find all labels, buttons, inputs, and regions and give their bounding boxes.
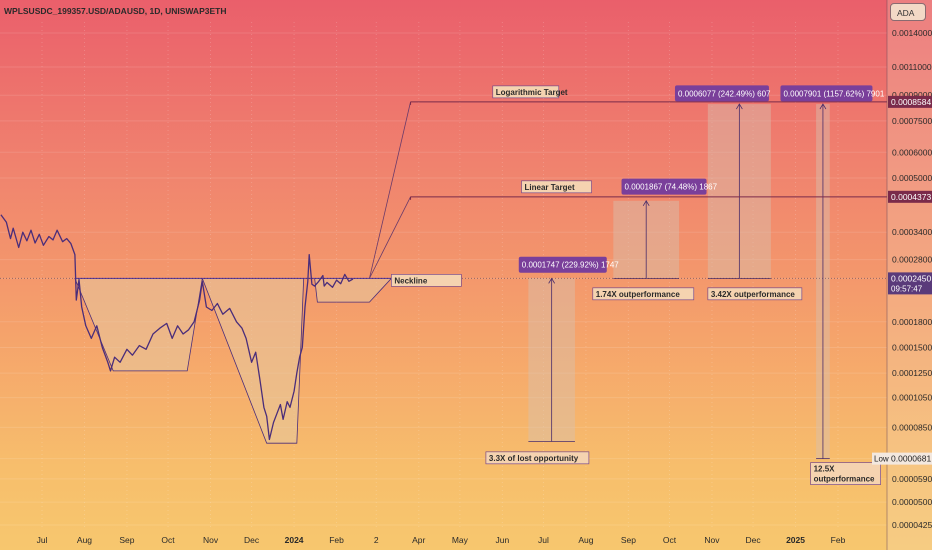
y-tick-label: 0.0000500 <box>892 497 932 507</box>
target-label-box <box>521 180 592 194</box>
measure-tag-text: 0.0001867 (74.48%) 1867 <box>625 183 718 192</box>
measure-tag <box>621 178 707 195</box>
y-tick-label: 0.0001050 <box>892 393 932 403</box>
pattern-fills <box>74 277 393 444</box>
y-tick-label: 0.0000590 <box>892 474 932 484</box>
caption-text: outperformance <box>814 475 875 484</box>
projection-line <box>369 101 411 279</box>
caption-text: 3.3X of lost opportunity <box>489 454 579 463</box>
measure-tag <box>674 85 769 102</box>
x-tick-label: Apr <box>412 535 425 545</box>
x-tick-label: Jul <box>538 535 549 545</box>
x-tick-label: Feb <box>831 535 846 545</box>
measure-tag <box>518 256 607 273</box>
price-tag-target <box>888 95 932 108</box>
trend-lines <box>0 101 887 279</box>
pattern-shape <box>74 277 203 372</box>
target-label-text: Linear Target <box>525 183 575 192</box>
y-tick-label: 0.0003400 <box>892 227 932 237</box>
caption-box <box>485 451 590 465</box>
x-tick-label: Dec <box>745 535 761 545</box>
caption-box <box>810 462 881 485</box>
x-tick-label: Nov <box>203 535 219 545</box>
currency-button[interactable]: ADA <box>890 3 926 21</box>
low-tag-prefix-box <box>872 452 888 465</box>
x-tick-label: Oct <box>663 535 677 545</box>
target-label-text: Logarithmic Target <box>496 88 568 97</box>
price-tag-countdown: 09:57:47 <box>891 284 923 293</box>
caption-text: 3.42X outperformance <box>711 290 796 299</box>
arrow-head-icon <box>642 200 650 207</box>
x-tick-label: Oct <box>161 535 175 545</box>
y-tick-label: 0.0006000 <box>892 147 932 157</box>
x-tick-label: 2 <box>374 535 379 545</box>
x-tick-label: Sep <box>119 535 134 545</box>
y-tick-label: 0.0000850 <box>892 422 932 432</box>
x-tick-label: 2025 <box>786 535 805 545</box>
y-tick-label: 0.0001250 <box>892 368 932 378</box>
y-tick-label: 0.0009000 <box>892 90 932 100</box>
x-tick-label: Nov <box>704 535 720 545</box>
caption-text: 12.5X <box>814 465 836 474</box>
x-tick-label: Aug <box>77 535 92 545</box>
price-tag-target <box>888 190 932 203</box>
y-tick-label: 0.0007500 <box>892 116 932 126</box>
x-tick-label: Feb <box>329 535 344 545</box>
x-tick-label: May <box>452 535 469 545</box>
measure-tag-text: 0.0001747 (229.92%) 1747 <box>522 261 620 270</box>
neckline-label-text: Neckline <box>394 276 427 285</box>
pattern-shape <box>314 277 393 303</box>
x-tick-label: 2024 <box>285 535 304 545</box>
y-tick-label: 0.0002800 <box>892 255 932 265</box>
price-tag-last <box>888 272 932 295</box>
x-tick-label: Sep <box>621 535 636 545</box>
x-tick-label: Jun <box>495 535 509 545</box>
projection-line <box>369 196 411 279</box>
caption-box <box>707 287 803 301</box>
x-tick-label: Jul <box>37 535 48 545</box>
caption-text: 1.74X outperformance <box>596 290 681 299</box>
price-line <box>0 214 354 441</box>
y-tick-label: 0.0014000 <box>892 28 932 38</box>
arrow-head-icon <box>736 103 743 110</box>
y-tick-label: 0.0000425 <box>892 520 932 530</box>
price-tag-value: 0.0008584 <box>891 97 931 107</box>
y-tick-label: 0.0005000 <box>892 173 932 183</box>
neckline-label-box <box>391 274 462 287</box>
measure-tag-text: 0.0007901 (1157.62%) 7901 <box>783 89 884 98</box>
price-series <box>0 214 354 441</box>
caption-box <box>592 287 695 301</box>
price-tag-value: 0.0000681 <box>891 454 931 464</box>
arrow-head-icon <box>819 103 827 110</box>
y-tick-label: 0.0001500 <box>892 342 932 352</box>
price-tag-value: 0.0002450 <box>891 273 931 283</box>
symbol-title: WPLSUSDC_199357.USD/ADAUSD, 1D, UNISWAP3… <box>4 6 226 16</box>
measure-tag <box>780 85 873 102</box>
measure-tag-text: 0.0006077 (242.49%) 607 <box>678 89 771 98</box>
x-tick-label: Aug <box>578 535 593 545</box>
time-axis: Jul Aug Sep Oct Nov Dec 2024 Feb 2 Apr May Jun Jul Au… <box>37 535 846 545</box>
y-tick-label: 0.0001800 <box>892 317 932 327</box>
target-label-box <box>492 85 560 99</box>
price-tag-low <box>888 452 932 465</box>
price-tag-value: 0.0004373 <box>891 192 931 202</box>
x-tick-label: Dec <box>244 535 260 545</box>
measure-tools <box>528 103 830 460</box>
low-tag-prefix: Low <box>874 455 889 464</box>
annotation-labels: 0.0001747 (229.92%) 1747 3.3X of lost opp… <box>391 85 885 485</box>
y-tick-label: 0.0011000 <box>892 62 932 72</box>
arrow-head-icon <box>548 277 556 284</box>
